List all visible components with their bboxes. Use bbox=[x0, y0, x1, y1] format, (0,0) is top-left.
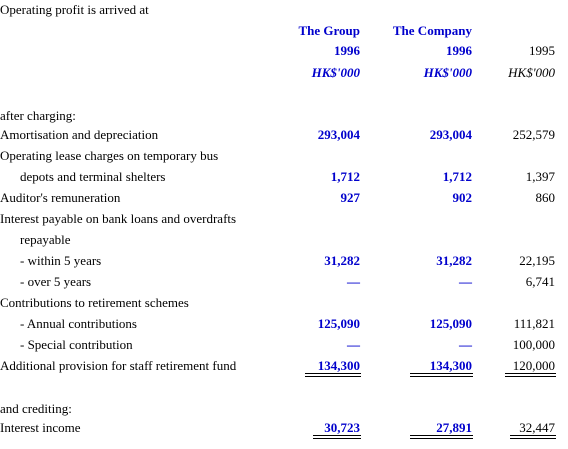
cell-value: 125,090 bbox=[317, 316, 360, 331]
cell-value: 125,090 bbox=[429, 316, 472, 331]
section-heading: after charging: bbox=[0, 108, 76, 123]
column-header: The Company bbox=[392, 23, 472, 38]
cell-value: 31,282 bbox=[436, 253, 472, 268]
double-underline bbox=[510, 435, 556, 439]
cell-value: 1,712 bbox=[330, 169, 360, 184]
row-label: repayable bbox=[20, 232, 71, 247]
cell-value: 252,579 bbox=[512, 127, 555, 142]
cell-value: 22,195 bbox=[519, 253, 555, 268]
row-label: Additional provision for staff retiremen… bbox=[0, 358, 237, 373]
row-label: Auditor's remuneration bbox=[0, 190, 121, 205]
column-unit: HK$'000 bbox=[508, 65, 555, 80]
cell-value: 111,821 bbox=[513, 316, 555, 331]
column-unit: HK$'000 bbox=[423, 65, 472, 80]
cell-value: 32,447 bbox=[519, 420, 555, 435]
row-label: - Special contribution bbox=[20, 337, 133, 352]
cell-value: — bbox=[347, 337, 360, 352]
double-underline bbox=[505, 373, 556, 377]
row-label: Interest payable on bank loans and overd… bbox=[0, 211, 237, 226]
row-label: - over 5 years bbox=[20, 274, 92, 289]
row-label: Contributions to retirement schemes bbox=[0, 295, 189, 310]
column-year: 1995 bbox=[529, 43, 555, 58]
cell-value: 1,712 bbox=[442, 169, 472, 184]
row-label: Interest income bbox=[0, 420, 81, 435]
cell-value: 134,300 bbox=[429, 358, 472, 373]
double-underline bbox=[313, 435, 361, 439]
double-underline bbox=[305, 373, 361, 377]
cell-value: 1,397 bbox=[525, 169, 555, 184]
double-underline bbox=[410, 373, 473, 377]
cell-value: 293,004 bbox=[429, 127, 472, 142]
column-header: The Group bbox=[298, 23, 360, 38]
column-year: 1996 bbox=[446, 43, 472, 58]
double-underline bbox=[410, 435, 473, 439]
cell-value: 27,891 bbox=[436, 420, 472, 435]
cell-value: — bbox=[347, 274, 360, 289]
cell-value: 30,723 bbox=[324, 420, 360, 435]
cell-value: 134,300 bbox=[317, 358, 360, 373]
column-year: 1996 bbox=[334, 43, 360, 58]
cell-value: 927 bbox=[340, 190, 361, 205]
cell-value: 860 bbox=[535, 190, 556, 205]
cell-value: 293,004 bbox=[317, 127, 360, 142]
cell-value: 31,282 bbox=[324, 253, 360, 268]
cell-value: 6,741 bbox=[525, 274, 555, 289]
cell-value: — bbox=[459, 337, 472, 352]
cell-value: 902 bbox=[452, 190, 473, 205]
cell-value: 100,000 bbox=[512, 337, 555, 352]
row-label: - within 5 years bbox=[20, 253, 102, 268]
section-heading: and crediting: bbox=[0, 401, 72, 416]
row-label: depots and terminal shelters bbox=[20, 169, 166, 184]
column-unit: HK$'000 bbox=[311, 65, 360, 80]
row-label: - Annual contributions bbox=[20, 316, 137, 331]
row-label: Operating lease charges on temporary bus bbox=[0, 148, 219, 163]
cell-value: 120,000 bbox=[512, 358, 555, 373]
cell-value: — bbox=[459, 274, 472, 289]
row-label: Amortisation and depreciation bbox=[0, 127, 159, 142]
title: Operating profit is arrived at bbox=[0, 2, 149, 17]
